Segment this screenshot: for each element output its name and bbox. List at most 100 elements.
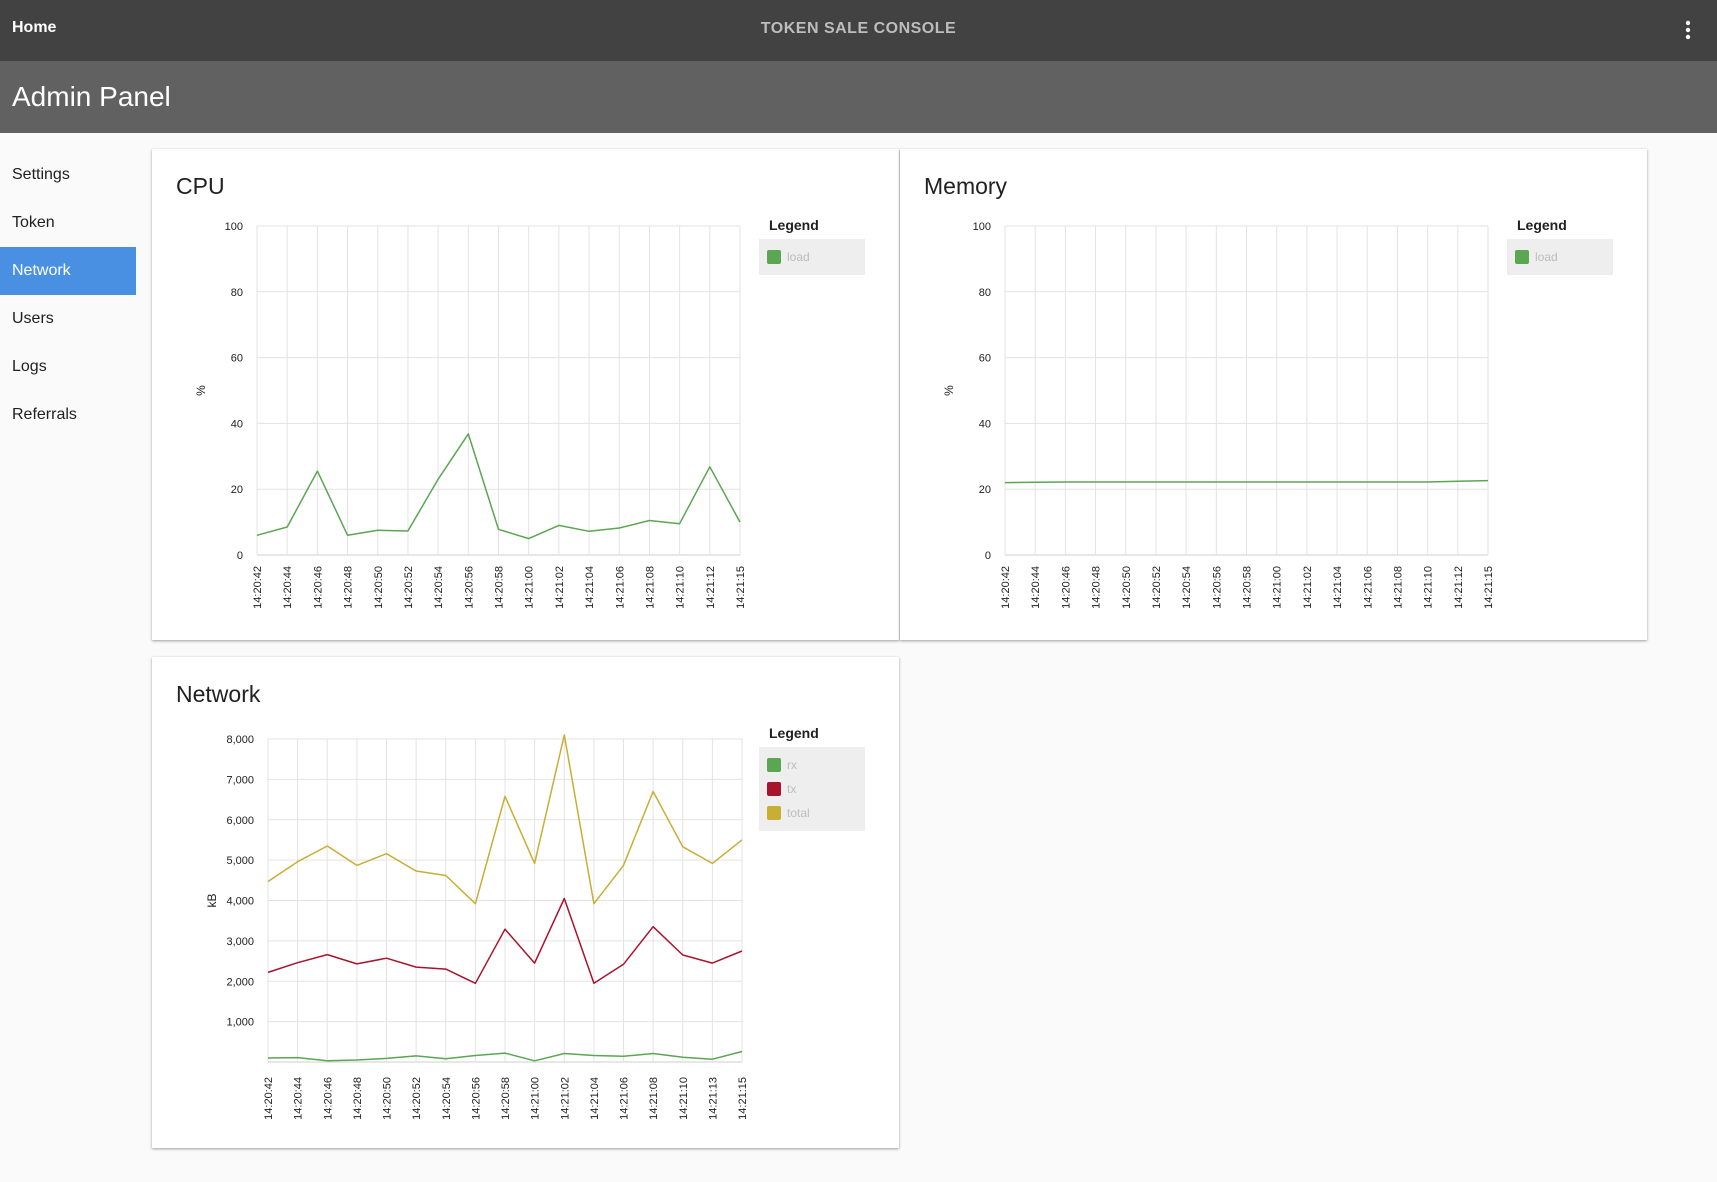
x-tick-label: 14:20:44 <box>293 1077 305 1120</box>
x-tick-label: 14:20:48 <box>343 566 355 609</box>
x-tick-label: 14:20:42 <box>252 566 264 609</box>
x-tick-label: 14:20:56 <box>463 566 475 609</box>
network-line-chart: 1,000 2,000 3,000 4,000 5,000 6,000 7,000 8,000… <box>205 734 749 1120</box>
x-tick-label: 14:20:56 <box>1211 566 1223 609</box>
x-tick-label: 14:21:15 <box>1483 566 1495 609</box>
network-legend: Legend rx tx total <box>759 725 865 831</box>
cpu-legend: Legend load <box>759 217 865 275</box>
x-tick-label: 14:20:42 <box>263 1077 275 1120</box>
x-tick-label: 14:20:46 <box>322 1077 334 1120</box>
x-tick-label: 14:21:15 <box>737 1077 749 1120</box>
x-tick-label: 14:21:08 <box>648 1077 660 1120</box>
y-tick-label: 40 <box>231 418 243 430</box>
y-tick-label: 6,000 <box>226 815 254 827</box>
memory-chart-title: Memory <box>924 173 1008 199</box>
x-tick-label: 14:20:58 <box>500 1077 512 1120</box>
legend-box: rx tx total <box>759 747 865 831</box>
x-tick-label: 14:21:00 <box>530 1077 542 1120</box>
y-tick-label: 0 <box>985 550 991 562</box>
x-tick-label: 14:21:04 <box>1332 566 1344 609</box>
y-tick-label: 100 <box>973 221 991 233</box>
y-tick-label: 2,000 <box>226 976 254 988</box>
home-link[interactable]: Home <box>12 19 57 36</box>
x-tick-label: 14:20:50 <box>373 566 385 609</box>
sidebar-nav: Settings Token Network Users Logs Referr… <box>0 151 136 439</box>
x-tick-label: 14:21:06 <box>614 566 626 609</box>
x-tick-label: 14:21:06 <box>619 1077 631 1120</box>
y-tick-label: 100 <box>225 221 243 233</box>
x-tick-label: 14:20:48 <box>352 1077 364 1120</box>
legend-item-load[interactable]: load <box>767 245 857 269</box>
legend-label: total <box>787 806 810 820</box>
legend-swatch <box>767 782 781 796</box>
legend-item-total[interactable]: total <box>767 801 857 825</box>
x-tick-label: 14:20:44 <box>282 566 294 609</box>
x-tick-label: 14:20:46 <box>312 566 324 609</box>
y-tick-label: 1,000 <box>226 1017 254 1029</box>
x-tick-label: 14:21:00 <box>524 566 536 609</box>
legend-swatch <box>1515 250 1529 264</box>
legend-item-load[interactable]: load <box>1515 245 1605 269</box>
legend-swatch <box>767 250 781 264</box>
legend-box: load <box>759 239 865 275</box>
x-tick-label: 14:21:10 <box>1423 566 1435 609</box>
x-tick-label: 14:20:56 <box>470 1077 482 1120</box>
series-line-rx <box>267 1050 743 1062</box>
network-chart-card: Network 1,000 2,000 3,000 4,000 5,000 6,000 7,… <box>152 657 899 1148</box>
y-tick-label: 80 <box>979 287 991 299</box>
x-tick-label: 14:20:50 <box>1121 566 1133 609</box>
legend-item-rx[interactable]: rx <box>767 753 857 777</box>
series-line-load <box>1004 479 1489 484</box>
sidebar-item-token[interactable]: Token <box>12 214 55 231</box>
legend-swatch <box>767 758 781 772</box>
series-line-tx <box>267 897 743 985</box>
x-tick-label: 14:21:10 <box>678 1077 690 1120</box>
legend-box: load <box>1507 239 1613 275</box>
x-tick-label: 14:21:04 <box>584 566 596 609</box>
x-tick-label: 14:21:13 <box>707 1077 719 1120</box>
legend-item-tx[interactable]: tx <box>767 777 857 801</box>
x-tick-label: 14:21:15 <box>735 566 747 609</box>
y-tick-label: 40 <box>979 418 991 430</box>
page-title: Admin Panel <box>12 81 171 112</box>
x-tick-label: 14:21:00 <box>1272 566 1284 609</box>
sidebar-item-logs[interactable]: Logs <box>12 358 47 375</box>
x-tick-label: 14:20:52 <box>411 1077 423 1120</box>
x-tick-label: 14:21:08 <box>644 566 656 609</box>
y-tick-label: 0 <box>237 550 243 562</box>
top-app-bar: Home TOKEN SALE CONSOLE <box>0 0 1717 61</box>
memory-line-chart: 0 20 40 60 80 100 14:20:42 14:20:44 14:20:46 14:2… <box>942 221 1495 609</box>
y-tick-label: 7,000 <box>226 774 254 786</box>
x-tick-label: 14:21:10 <box>675 566 687 609</box>
x-tick-label: 14:20:54 <box>1181 566 1193 609</box>
legend-label: load <box>1535 250 1558 264</box>
x-tick-label: 14:20:54 <box>433 566 445 609</box>
x-tick-label: 14:20:46 <box>1060 566 1072 609</box>
cpu-chart-title: CPU <box>176 173 225 199</box>
x-tick-label: 14:21:12 <box>705 566 717 609</box>
network-chart-title: Network <box>176 681 261 707</box>
x-tick-label: 14:20:52 <box>1151 566 1163 609</box>
x-tick-label: 14:20:54 <box>441 1077 453 1120</box>
legend-title: Legend <box>769 725 819 741</box>
page-header: Admin Panel <box>0 61 1717 133</box>
series-line-total <box>267 734 743 905</box>
y-tick-label: 20 <box>979 484 991 496</box>
x-tick-label: 14:21:06 <box>1362 566 1374 609</box>
memory-legend: Legend load <box>1507 217 1613 275</box>
sidebar-item-referrals[interactable]: Referrals <box>12 406 77 423</box>
sidebar-item-settings[interactable]: Settings <box>12 166 70 183</box>
x-tick-label: 14:20:48 <box>1091 566 1103 609</box>
y-tick-label: 4,000 <box>226 896 254 908</box>
cpu-chart-card: CPU 0 20 40 60 80 100 14:20:42 14:20:44 14:20:46… <box>152 149 899 640</box>
y-axis-label: % <box>942 385 956 396</box>
x-tick-label: 14:21:02 <box>554 566 566 609</box>
more-vert-icon[interactable] <box>1676 16 1700 44</box>
memory-chart-card: Memory 0 20 40 60 80 100 14:20:42 14:20:44 14:20… <box>900 149 1647 640</box>
sidebar-item-network[interactable]: Network <box>0 247 136 295</box>
y-tick-label: 80 <box>231 287 243 299</box>
y-tick-label: 60 <box>979 353 991 365</box>
x-tick-label: 14:21:08 <box>1392 566 1404 609</box>
y-tick-label: 8,000 <box>226 734 254 746</box>
sidebar-item-users[interactable]: Users <box>12 310 54 327</box>
